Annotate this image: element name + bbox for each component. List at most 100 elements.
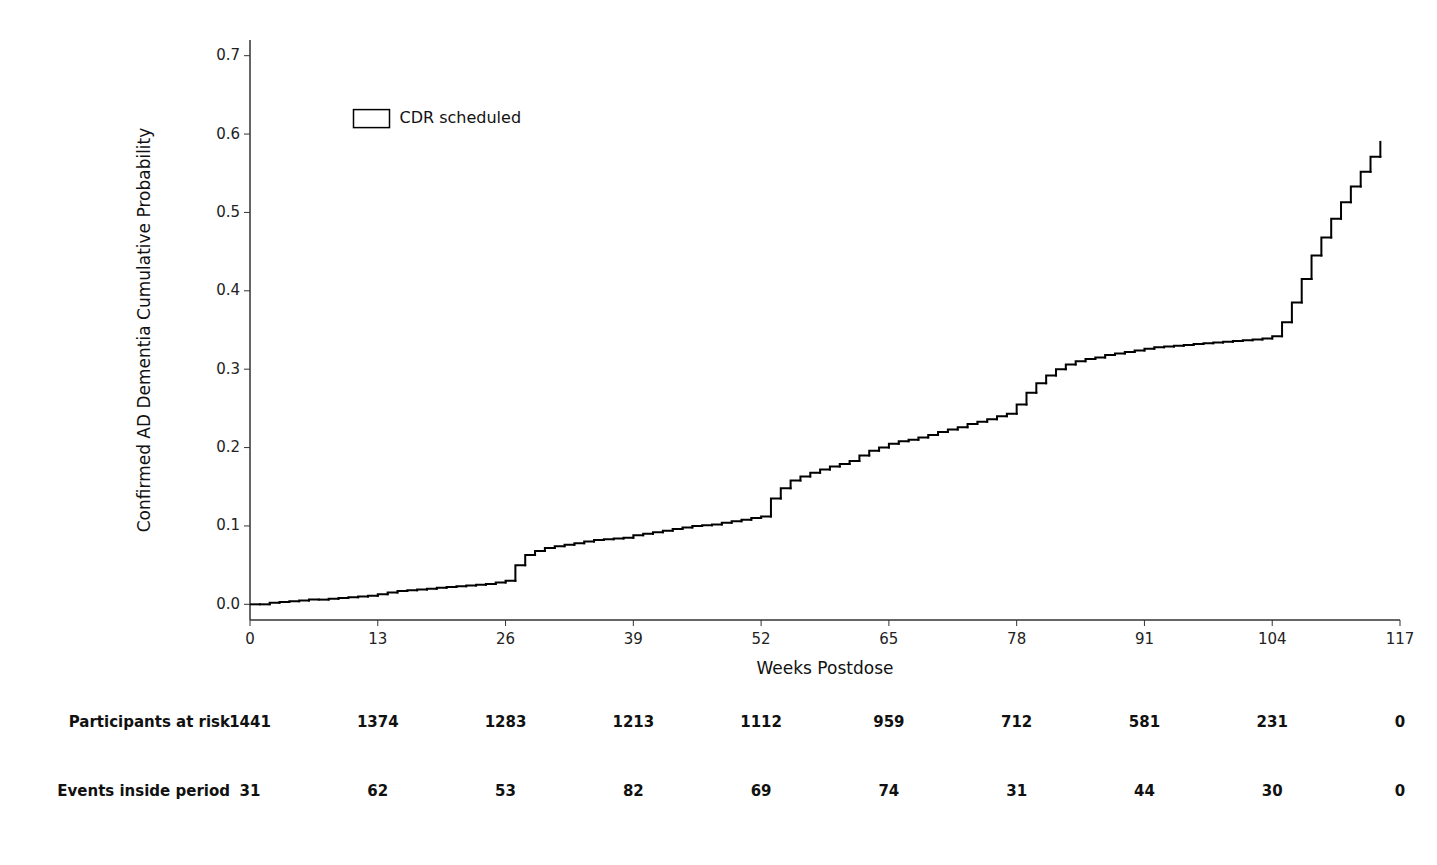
- step-segment: [968, 424, 978, 427]
- table-cell: 74: [878, 782, 899, 800]
- step-segment: [1076, 361, 1086, 364]
- step-segment: [732, 521, 742, 523]
- step-segment: [1371, 157, 1381, 172]
- x-tick-label: 117: [1386, 630, 1415, 648]
- step-segment: [800, 477, 810, 481]
- x-tick: [250, 620, 251, 626]
- step-segment: [997, 416, 1007, 419]
- step-segment: [1135, 350, 1145, 352]
- x-tick-label: 104: [1258, 630, 1287, 648]
- table-cell: 1283: [485, 713, 527, 731]
- step-segment: [722, 523, 732, 525]
- step-segment: [938, 432, 948, 435]
- step-segment: [594, 540, 604, 542]
- step-segment: [1017, 404, 1027, 413]
- step-segment: [358, 595, 368, 598]
- table-row-label: Events inside period: [57, 782, 230, 800]
- step-segment: [329, 598, 339, 601]
- step-segment: [338, 597, 348, 600]
- x-tick-label: 26: [496, 630, 515, 648]
- y-tick-label: 0.0: [216, 595, 240, 613]
- step-segment: [565, 545, 575, 547]
- table-cell: 1112: [740, 713, 782, 731]
- step-segment: [1007, 414, 1017, 416]
- step-segment: [1194, 343, 1204, 346]
- step-segment: [869, 451, 879, 456]
- step-segment: [1312, 256, 1322, 280]
- step-segment: [1233, 340, 1243, 343]
- step-segment: [663, 531, 673, 533]
- step-segment: [1066, 364, 1076, 369]
- table-cell: 959: [873, 713, 904, 731]
- step-segment: [486, 583, 496, 586]
- table-cell: 30: [1262, 782, 1283, 800]
- step-segment: [466, 585, 476, 588]
- x-tick-label: 65: [879, 630, 898, 648]
- step-segment: [810, 473, 820, 477]
- step-segment: [614, 537, 624, 540]
- y-tick-label: 0.2: [216, 438, 240, 456]
- table-cell: 231: [1257, 713, 1288, 731]
- step-segment: [948, 430, 958, 432]
- step-segment: [977, 422, 987, 424]
- step-segment: [270, 603, 280, 605]
- y-tick: [244, 447, 250, 448]
- x-tick: [1272, 620, 1273, 626]
- y-tick-label: 0.6: [216, 125, 240, 143]
- step-segment: [1056, 369, 1066, 375]
- table-cell: 1441: [229, 713, 271, 731]
- step-segment: [496, 582, 506, 584]
- y-tick: [244, 55, 250, 56]
- step-segment: [1144, 349, 1154, 351]
- y-tick: [244, 212, 250, 213]
- step-segment: [928, 435, 938, 437]
- legend-label: CDR scheduled: [400, 108, 522, 127]
- step-segment: [407, 589, 417, 592]
- table-row-label: Participants at risk: [69, 713, 231, 731]
- x-tick: [633, 620, 634, 626]
- step-segment: [299, 599, 309, 602]
- step-segment: [1272, 336, 1282, 338]
- table-cell: 82: [623, 782, 644, 800]
- table-cell: 712: [1001, 713, 1032, 731]
- x-tick: [377, 620, 378, 626]
- step-segment: [397, 591, 407, 593]
- x-tick-label: 0: [245, 630, 255, 648]
- step-segment: [859, 455, 869, 460]
- step-segment: [1164, 345, 1174, 348]
- step-segment: [447, 586, 457, 589]
- x-tick: [1016, 620, 1017, 626]
- y-axis-line: [249, 40, 251, 620]
- step-segment: [437, 587, 447, 590]
- step-segment: [584, 542, 594, 544]
- step-segment: [909, 440, 919, 442]
- step-segment: [535, 551, 545, 555]
- x-tick-label: 78: [1007, 630, 1026, 648]
- step-segment: [545, 548, 555, 551]
- step-segment: [309, 599, 319, 602]
- table-cell: 1374: [357, 713, 399, 731]
- step-segment: [673, 529, 683, 531]
- step-segment: [604, 538, 614, 541]
- step-segment: [653, 532, 663, 534]
- x-tick: [888, 620, 889, 626]
- step-segment: [388, 593, 398, 595]
- step-segment: [840, 464, 850, 466]
- x-axis-line: [250, 619, 1400, 621]
- table-cell: 1213: [612, 713, 654, 731]
- step-segment: [1125, 352, 1135, 354]
- step-segment: [712, 523, 722, 526]
- y-tick: [244, 290, 250, 291]
- legend-swatch: [354, 110, 390, 128]
- table-cell: 69: [751, 782, 772, 800]
- table-cell: 53: [495, 782, 516, 800]
- step-segment: [1243, 339, 1253, 342]
- step-segment: [1036, 383, 1046, 392]
- step-segment: [279, 601, 289, 604]
- step-segment: [692, 526, 702, 528]
- x-axis-label: Weeks Postdose: [757, 658, 894, 678]
- step-segment: [289, 600, 299, 603]
- x-tick: [761, 620, 762, 626]
- step-segment: [1331, 219, 1341, 238]
- y-tick-label: 0.1: [216, 516, 240, 534]
